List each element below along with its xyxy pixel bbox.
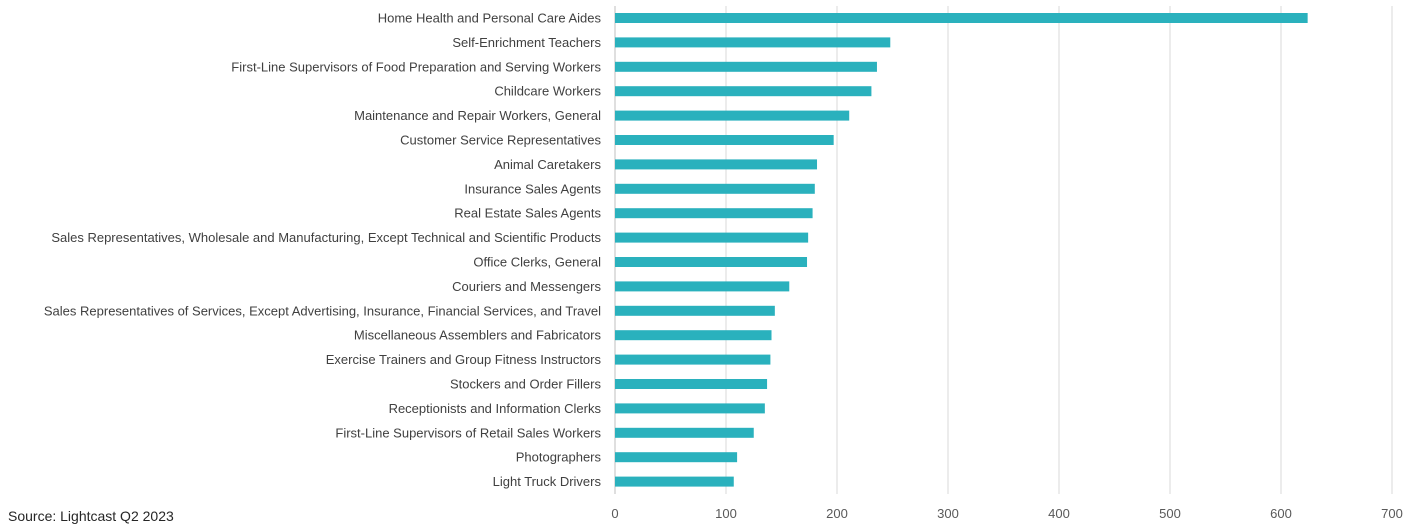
bar — [615, 86, 872, 97]
gridlines — [614, 6, 1393, 494]
bar — [615, 232, 809, 243]
bar — [615, 257, 808, 267]
category-label: Office Clerks, General — [473, 255, 601, 270]
x-tick-label: 400 — [1048, 506, 1070, 521]
category-label: Couriers and Messengers — [452, 279, 601, 294]
category-label: Sales Representatives, Wholesale and Man… — [51, 230, 601, 245]
bar — [615, 281, 790, 292]
bar — [615, 403, 765, 414]
category-label: First-Line Supervisors of Retail Sales W… — [335, 425, 601, 440]
bar — [615, 110, 850, 121]
category-label: Insurance Sales Agents — [464, 181, 601, 196]
x-tick-label: 700 — [1381, 506, 1403, 521]
bar — [615, 183, 815, 194]
category-label: Real Estate Sales Agents — [454, 206, 601, 221]
category-label: Childcare Workers — [494, 84, 601, 99]
bar — [615, 37, 891, 48]
category-label: Miscellaneous Assemblers and Fabricators — [354, 328, 602, 343]
category-label: Photographers — [516, 450, 602, 465]
bar — [615, 379, 768, 389]
category-label: Stockers and Order Fillers — [450, 377, 601, 392]
bar — [615, 159, 818, 170]
category-label: Home Health and Personal Care Aides — [378, 11, 602, 26]
bar — [615, 305, 775, 316]
x-tick-label: 300 — [937, 506, 959, 521]
bar — [615, 354, 771, 365]
x-axis-tick-labels: 0 100 200 300 400 500 600 700 — [611, 506, 1402, 521]
x-tick-label: 0 — [611, 506, 618, 521]
category-label: Maintenance and Repair Workers, General — [354, 108, 601, 123]
x-tick-label: 200 — [826, 506, 848, 521]
x-tick-label: 600 — [1270, 506, 1292, 521]
category-label: First-Line Supervisors of Food Preparati… — [231, 59, 601, 74]
bar — [615, 61, 877, 72]
x-tick-label: 100 — [715, 506, 737, 521]
category-label: Receptionists and Information Clerks — [389, 401, 602, 416]
bars — [615, 13, 1308, 487]
category-label: Animal Caretakers — [494, 157, 601, 172]
source-note: Source: Lightcast Q2 2023 — [8, 508, 174, 524]
x-tick-label: 500 — [1159, 506, 1181, 521]
category-label: Exercise Trainers and Group Fitness Inst… — [326, 352, 602, 367]
bar — [615, 330, 772, 341]
category-label: Self-Enrichment Teachers — [452, 35, 601, 50]
bar — [615, 452, 738, 463]
bar — [615, 135, 834, 145]
category-label: Sales Representatives of Services, Excep… — [44, 303, 601, 318]
bar — [615, 476, 734, 487]
bar — [615, 208, 813, 219]
category-label: Customer Service Representatives — [400, 133, 601, 148]
category-label: Light Truck Drivers — [493, 474, 602, 489]
bar — [615, 13, 1308, 23]
bar — [615, 427, 754, 438]
category-labels: Home Health and Personal Care Aides Self-… — [44, 11, 602, 490]
